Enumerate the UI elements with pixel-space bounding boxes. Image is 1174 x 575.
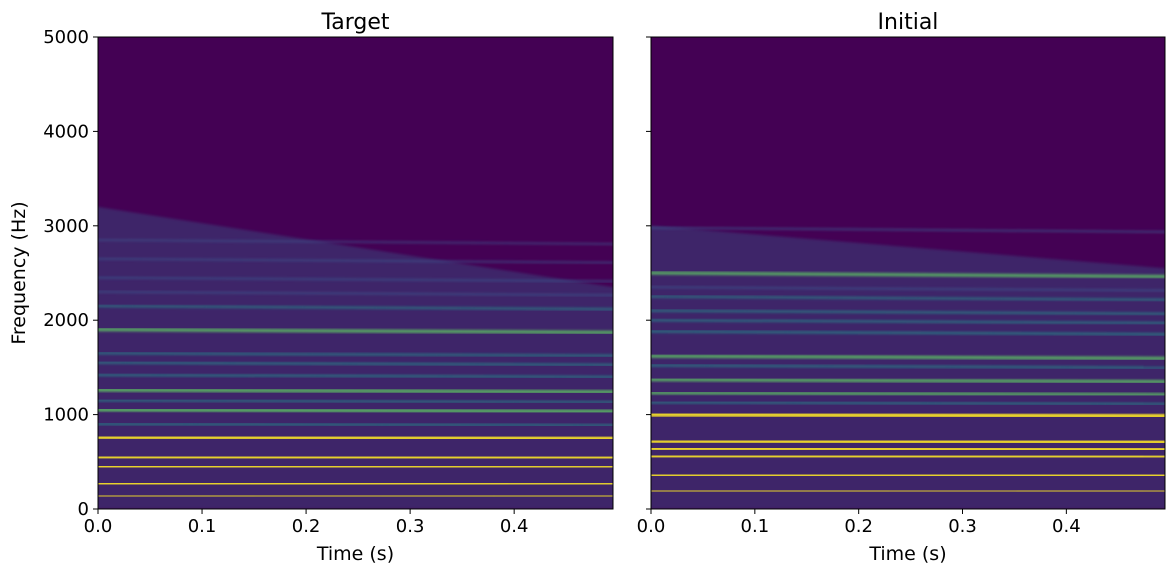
harmonic-band-10	[98, 361, 613, 366]
harmonic-band-17	[651, 226, 1165, 233]
harmonic-band-5	[651, 412, 1165, 419]
harmonic-band-12	[98, 328, 613, 334]
initial-spectrogram-panel: Initial 0.0 0.1 0.2 0.3 0.4 Time (s)	[637, 10, 1166, 565]
harmonic-band-15	[98, 276, 613, 283]
y-tick-label: 2000	[43, 310, 89, 331]
panel-title: Initial	[878, 10, 939, 35]
target-spectrogram-panel: Target 0.0 0.1 0.2 0.3 0.4 Time (s) 0 1000 2000 30…	[8, 10, 614, 565]
x-tick-label: 0.3	[948, 516, 977, 537]
harmonic-band-4	[98, 435, 613, 441]
harmonic-band-1	[651, 473, 1165, 478]
harmonic-band-8	[98, 388, 613, 394]
x-tick-label: 0.0	[637, 516, 666, 537]
harmonic-band-17	[98, 238, 613, 245]
y-axis-label: Frequency (Hz)	[8, 201, 30, 344]
harmonic-band-11	[98, 352, 613, 357]
x-tick-label: 0.4	[1052, 516, 1081, 537]
harmonic-band-13	[98, 305, 613, 311]
harmonic-band-16	[98, 257, 613, 264]
harmonic-band-16	[651, 271, 1165, 279]
harmonic-band-3	[651, 446, 1165, 452]
x-axis-label: Time (s)	[868, 543, 946, 565]
harmonic-band-2	[651, 454, 1165, 459]
harmonic-band-12	[651, 319, 1165, 325]
harmonic-band-9	[98, 373, 613, 378]
harmonic-band-15	[651, 286, 1165, 292]
harmonic-band-3	[98, 455, 613, 460]
x-axis-label: Time (s)	[316, 543, 394, 565]
y-tick-label: 1000	[43, 405, 89, 426]
harmonic-band-14	[651, 295, 1165, 301]
harmonic-band-6	[651, 401, 1165, 405]
harmonic-band-11	[651, 330, 1165, 336]
harmonic-band-13	[651, 309, 1165, 315]
harmonic-band-14	[98, 290, 613, 297]
x-tick-label: 0.2	[292, 516, 321, 537]
x-tick-label: 0.2	[844, 516, 873, 537]
x-tick-label: 0.0	[84, 516, 113, 537]
harmonic-band-5	[98, 423, 613, 427]
harmonic-band-4	[651, 439, 1165, 445]
harmonic-band-9	[651, 364, 1165, 369]
axes-frame	[650, 36, 1166, 510]
y-tick-label: 0	[78, 499, 89, 520]
harmonic-band-7	[98, 399, 613, 404]
y-tick-label: 5000	[43, 27, 89, 48]
axes-frame	[97, 36, 614, 510]
panel-title: Target	[320, 10, 389, 35]
x-tick-label: 0.1	[188, 516, 217, 537]
harmonic-band-10	[651, 354, 1165, 360]
x-tick-label: 0.3	[396, 516, 425, 537]
harmonic-band-7	[651, 391, 1165, 397]
broadband-energy-region	[98, 206, 613, 509]
x-tick-label: 0.1	[741, 516, 770, 537]
y-tick-label: 3000	[43, 216, 89, 237]
harmonic-band-2	[98, 464, 613, 470]
y-tick-label: 4000	[43, 121, 89, 142]
harmonic-band-6	[98, 408, 613, 413]
x-tick-label: 0.4	[500, 516, 529, 537]
harmonic-band-8	[651, 378, 1165, 384]
